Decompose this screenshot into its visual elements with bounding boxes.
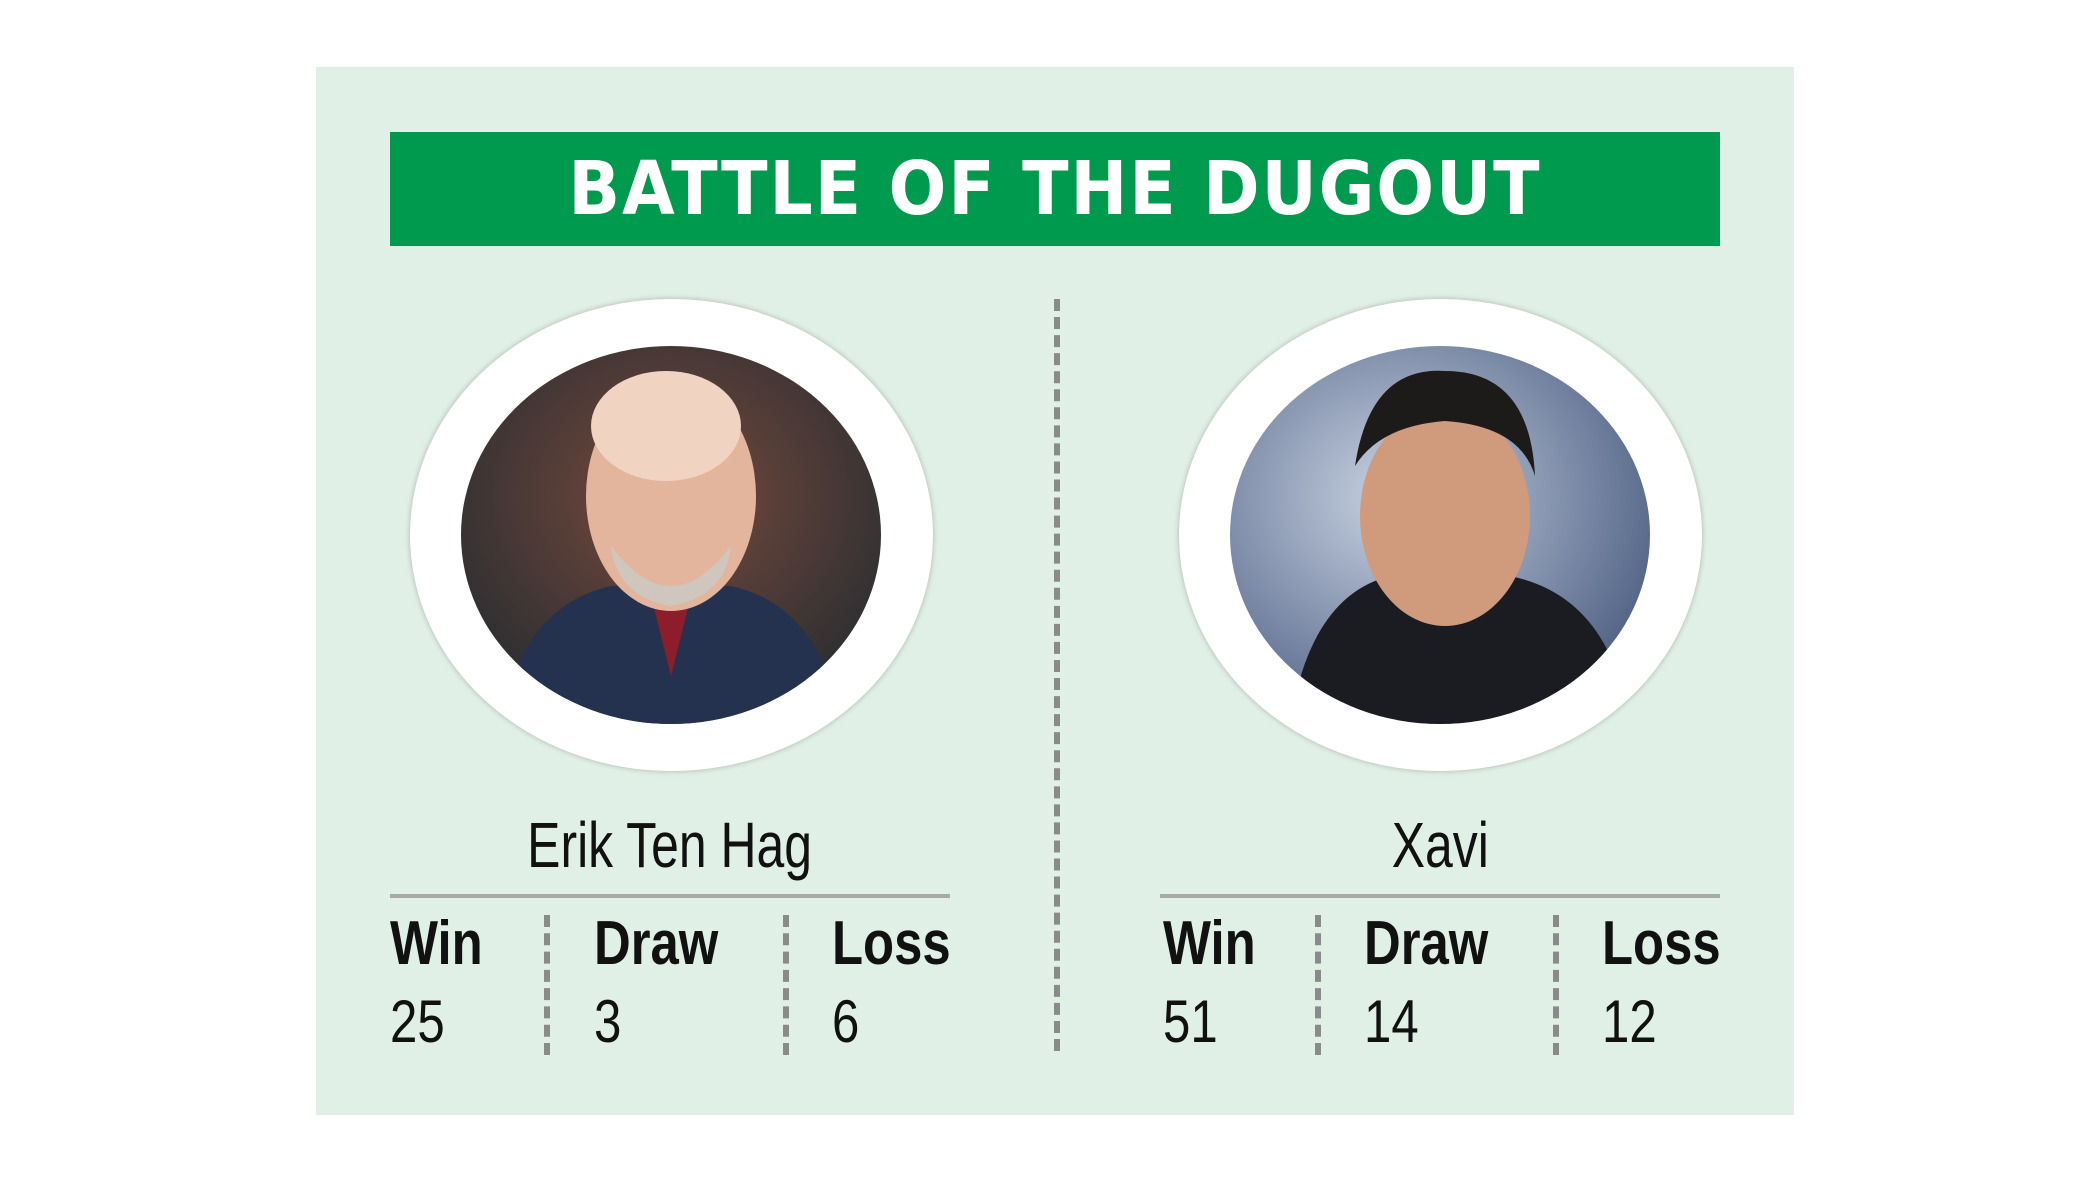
stat-separator	[1553, 915, 1559, 1055]
stat-loss: Loss 6	[832, 909, 951, 1055]
name-underline	[390, 894, 950, 898]
manager-name: Erik Ten Hag	[527, 809, 813, 881]
manager-name: Xavi	[1391, 809, 1489, 881]
stat-draw: Draw 3	[594, 909, 719, 1055]
stat-separator	[783, 915, 789, 1055]
stat-win: Win 51	[1163, 909, 1256, 1055]
stat-separator	[1315, 915, 1321, 1055]
title-banner: BATTLE OF THE DUGOUT	[390, 132, 1720, 246]
erik-ten-hag-photo	[461, 346, 881, 724]
stat-win: Win 25	[390, 909, 483, 1055]
center-divider	[1054, 299, 1060, 1051]
xavi-photo	[1230, 346, 1650, 724]
stat-loss: Loss 12	[1602, 909, 1721, 1055]
manager-photo-frame	[1179, 299, 1702, 771]
stat-separator	[544, 915, 550, 1055]
name-underline	[1160, 894, 1720, 898]
manager-photo-frame	[410, 299, 933, 771]
title: BATTLE OF THE DUGOUT	[568, 146, 1542, 232]
stat-draw: Draw 14	[1364, 909, 1489, 1055]
